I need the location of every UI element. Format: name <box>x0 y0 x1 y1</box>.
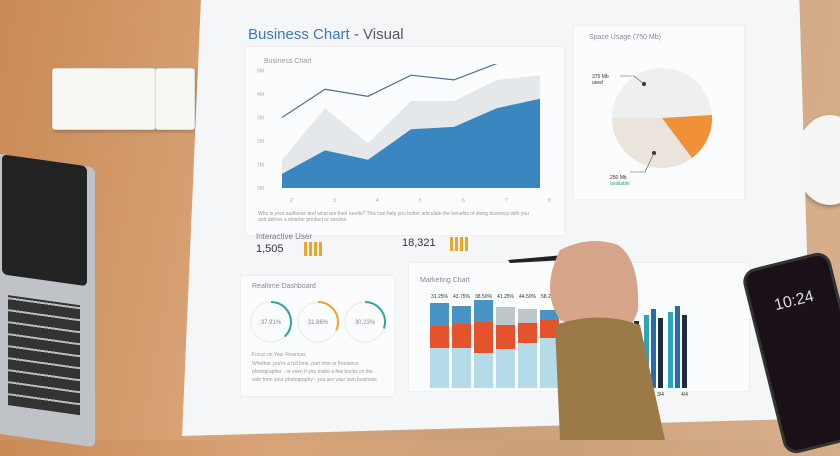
used-sub: used <box>592 80 603 86</box>
bar-segment-blue <box>540 310 559 320</box>
bar-segment-red <box>540 320 559 338</box>
bar-segment-light <box>496 349 515 388</box>
wall-outlet-2 <box>155 68 195 130</box>
bar-segment-red <box>430 326 449 348</box>
gauge-value: 31.86% <box>308 320 329 326</box>
bar-label: 44.50% <box>519 294 537 300</box>
bar-segment-blue <box>518 309 537 323</box>
hand-with-pen <box>508 241 665 440</box>
interactive-user-label: Interactive User <box>256 232 313 241</box>
line-series <box>281 64 498 119</box>
bar-segment-red <box>496 325 515 349</box>
marketing-x-tick: 3/4 <box>657 392 664 398</box>
bar-segment-blue <box>452 306 471 324</box>
page-title: Business Chart - Visual <box>248 26 404 43</box>
bar-segment-red <box>474 322 493 353</box>
x-tick: 2 <box>290 198 293 204</box>
x-tick: 6 <box>462 198 465 204</box>
x-tick: 4 <box>376 198 379 204</box>
available-value: 250 Mb <box>610 175 627 181</box>
bar-label: 38.50% <box>475 294 493 300</box>
group-bar <box>675 306 680 388</box>
gauge: 37.91% <box>250 301 292 343</box>
finance-heading: Focus on Your Finances <box>252 352 306 358</box>
available-label: 250 Mb available <box>610 175 630 187</box>
business-description: Who is your audience and what are their … <box>258 211 529 223</box>
business-area-chart: 5M 4M 3M 2M 1M 0M 2 3 4 5 6 7 8 <box>257 64 551 204</box>
available-sub: available <box>610 181 630 187</box>
group-bar <box>668 312 673 388</box>
business-chart-title: Business Chart <box>264 58 312 65</box>
hand <box>550 241 639 340</box>
bar-label: 31.25% <box>431 294 449 300</box>
gauge-arc <box>297 301 339 343</box>
y-tick: 4M <box>257 92 264 98</box>
marketing-x-tick: 4/4 <box>681 392 688 398</box>
bar-segment-light <box>452 348 471 388</box>
y-tick: 3M <box>257 116 264 122</box>
gauge: 31.86% <box>297 301 339 343</box>
gauge-arc <box>250 301 292 343</box>
y-tick: 5M <box>257 69 264 75</box>
group-bar <box>682 315 687 388</box>
used-label: 375 Mb used <box>592 74 609 86</box>
gauge: 30.23% <box>344 301 386 343</box>
blue-area-series <box>282 98 540 188</box>
x-tick: 5 <box>419 198 422 204</box>
bar-segment-blue <box>474 300 493 322</box>
x-tick: 7 <box>505 198 508 204</box>
bar-segment-blue <box>430 303 449 326</box>
bar-segment-light <box>474 353 493 388</box>
bar-segment-red <box>452 324 471 348</box>
bar-segment-light <box>430 348 449 388</box>
x-tick: 8 <box>548 198 551 204</box>
group-bar <box>651 309 656 388</box>
user-count-2: 18,321 <box>402 237 436 249</box>
bar-label: 41.25% <box>497 294 515 300</box>
x-tick: 3 <box>333 198 336 204</box>
bar-segment-red <box>518 323 537 343</box>
laptop <box>0 152 95 448</box>
available-leader <box>630 152 655 173</box>
sleeve <box>555 317 665 440</box>
gauge-arc <box>344 301 386 343</box>
bar-icon-1 <box>304 242 324 256</box>
y-tick: 1M <box>257 163 264 169</box>
user-count-1: 1,505 <box>256 243 284 255</box>
bar-segment-light <box>540 338 559 388</box>
pie-slice-available <box>612 118 692 168</box>
group-bar <box>644 315 649 388</box>
pie-slice-orange <box>662 115 713 158</box>
phone-time: 10:24 <box>772 287 816 315</box>
gauge-value: 37.91% <box>261 320 282 326</box>
used-value: 375 Mb <box>592 74 609 80</box>
bar-segment-blue <box>496 307 515 325</box>
space-usage-pie <box>612 68 713 173</box>
gauge-value: 30.23% <box>355 320 376 326</box>
bar-label: 43.75% <box>453 294 471 300</box>
finance-text: Whether you're a full time, part time or… <box>252 361 379 383</box>
realtime-panel <box>240 275 395 397</box>
marketing-title: Marketing Chart <box>420 277 470 284</box>
y-tick: 2M <box>257 139 264 145</box>
group-bar <box>658 318 663 388</box>
wall-outlet <box>52 68 156 130</box>
bar-label: 58.2 <box>541 294 551 300</box>
used-leader <box>620 75 645 85</box>
y-tick: 0M <box>257 186 264 192</box>
bar-icon-2 <box>450 237 470 251</box>
bar-segment-light <box>518 343 537 388</box>
realtime-title: Realtime Dashboard <box>252 283 316 290</box>
space-usage-title: Space Usage (750 Mb) <box>589 34 661 41</box>
